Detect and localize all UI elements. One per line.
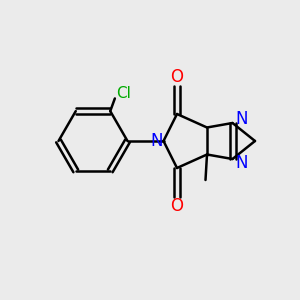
Text: Cl: Cl: [116, 86, 131, 101]
Text: N: N: [151, 132, 163, 150]
Text: O: O: [170, 68, 184, 85]
Text: N: N: [236, 110, 248, 128]
Text: O: O: [170, 197, 184, 215]
Text: N: N: [236, 154, 248, 172]
